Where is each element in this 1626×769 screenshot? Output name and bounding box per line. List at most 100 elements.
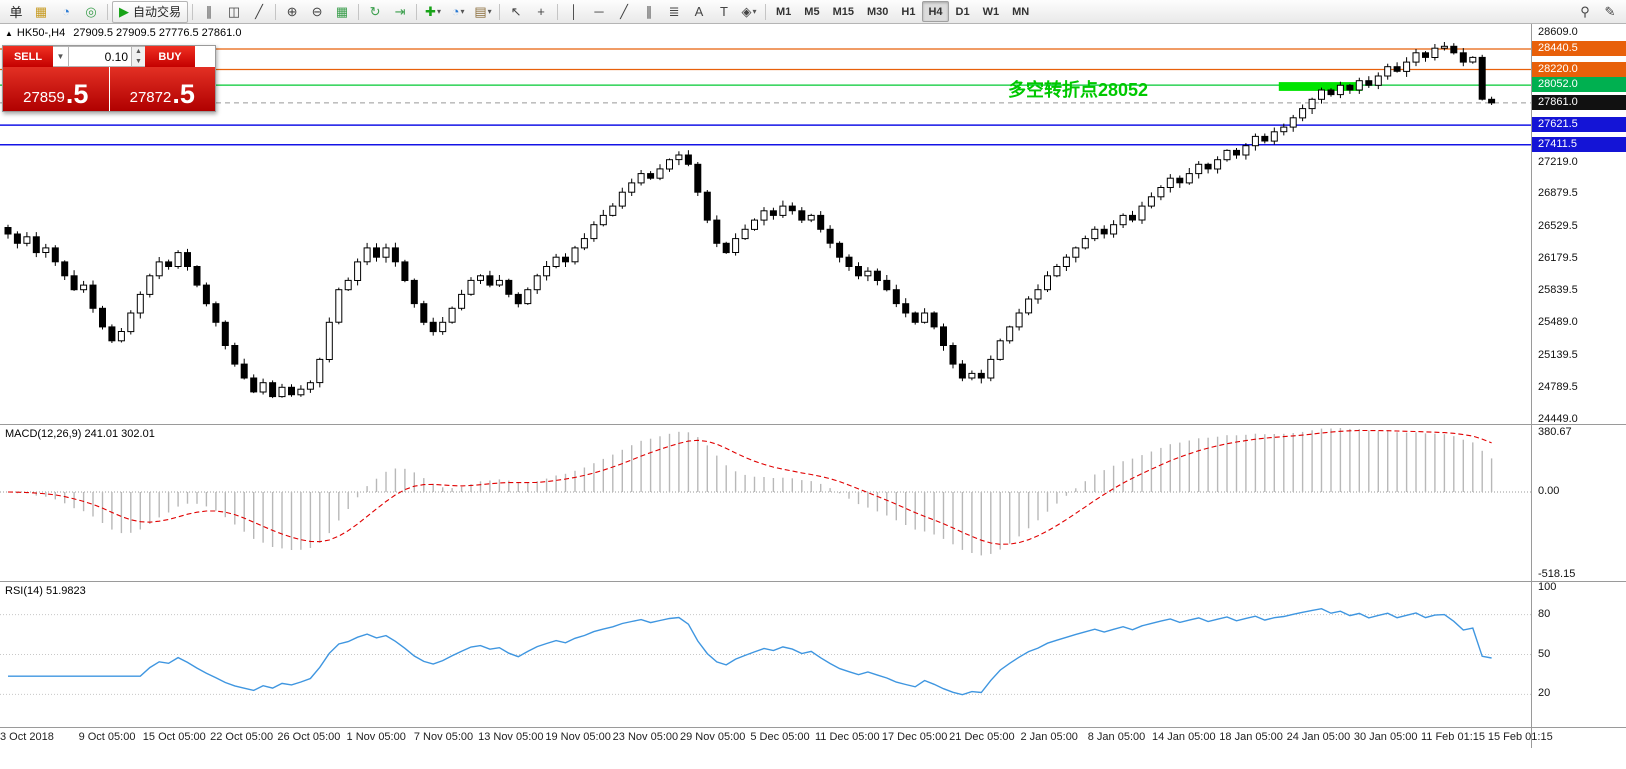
timeframe-m5[interactable]: M5 [804, 5, 820, 18]
toolbar-separator [107, 3, 108, 20]
price-scale[interactable]: 28609.0 27219.0 26879.5 26529.5 26179.5 25839… [1531, 24, 1626, 748]
toolbar-separator [416, 3, 418, 20]
price-scale-main[interactable]: 28609.0 27219.0 26879.5 26529.5 26179.5 25839… [1532, 24, 1626, 425]
zoom-in-icon[interactable]: ⊕ [286, 3, 298, 19]
time-label: 3 Oct 2018 [0, 731, 54, 743]
rsi-chart[interactable] [0, 582, 1531, 727]
edit-icon[interactable]: ✎ [1604, 3, 1616, 19]
time-label: 18 Jan 05:00 [1219, 731, 1283, 743]
time-axis[interactable]: 3 Oct 2018 9 Oct 05:00 15 Oct 05:00 22 Oct … [0, 727, 1553, 748]
time-label: 2 Jan 05:00 [1020, 731, 1078, 743]
price-tick: 26179.5 [1538, 252, 1578, 265]
time-label: 5 Dec 05:00 [750, 731, 810, 743]
sell-price[interactable]: 27859.5 [3, 67, 109, 111]
search-icon[interactable]: ⚲ [1580, 3, 1590, 19]
charts-profile-icon[interactable]: ▦ [34, 3, 48, 19]
new-order-icon[interactable]: 单 [9, 5, 23, 20]
toolbar-separator [358, 3, 360, 20]
fibonacci-icon[interactable]: ≣ [668, 3, 680, 19]
time-label: 21 Dec 05:00 [949, 731, 1015, 743]
timeframe-w1[interactable]: W1 [982, 5, 1000, 18]
time-label: 14 Jan 05:00 [1151, 731, 1216, 743]
macd-scale[interactable]: 380.67 0.00 -518.15 [1532, 424, 1626, 581]
rsi-name: RSI(14) [5, 585, 43, 597]
price-chart-pane[interactable]: ▲ HK50-,H4 27909.5 27909.5 27776.5 27861.0… [0, 24, 1531, 424]
macd-tick: 0.00 [1538, 484, 1560, 497]
rsi-current-value: 51.9823 [45, 585, 86, 597]
macd-pane[interactable]: MACD(12,26,9) 241.01 302.01 [0, 424, 1531, 581]
sell-price-big: .5 [65, 79, 89, 109]
chart-window: ▲ HK50-,H4 27909.5 27909.5 27776.5 27861.0… [0, 24, 1626, 748]
text-icon[interactable]: A [694, 4, 704, 19]
timeframe-d1[interactable]: D1 [955, 5, 970, 18]
price-tag: 27861.0 [1532, 94, 1626, 110]
price-tick: 28609.0 [1538, 26, 1578, 39]
rsi-tick: 80 [1538, 607, 1551, 620]
rsi-tick: 100 [1538, 581, 1557, 593]
rsi-tick: 20 [1538, 687, 1551, 700]
macd-tick: -518.15 [1538, 568, 1576, 580]
time-label: 29 Nov 05:00 [679, 731, 746, 743]
time-label: 15 Oct 05:00 [142, 731, 206, 743]
text-label-icon[interactable]: T [720, 4, 728, 19]
timeframe-h4[interactable]: H4 [922, 1, 949, 22]
templates-icon[interactable]: ▤ ▾ [474, 3, 492, 19]
time-label: 17 Dec 05:00 [881, 731, 948, 743]
cursor-icon[interactable]: ↖ [510, 3, 522, 19]
timeframe-m30[interactable]: M30 [866, 5, 889, 18]
toolbar-separator [192, 3, 194, 20]
macd-histogram [16, 428, 1493, 556]
horizontal-line-icon[interactable]: ─ [594, 4, 604, 19]
shapes-icon[interactable]: ◈ ▾ [741, 3, 757, 19]
time-label: 15 Feb 01:15 [1487, 731, 1553, 743]
candlestick-chart-icon[interactable]: ◫ [227, 3, 241, 19]
line-chart-icon[interactable]: ╱ [255, 3, 263, 19]
chart-title: ▲ HK50-,H4 27909.5 27909.5 27776.5 27861.0 [5, 27, 241, 39]
time-label: 11 Dec 05:00 [814, 731, 880, 743]
price-tag: 28052.0 [1532, 77, 1626, 93]
bars-chart-icon[interactable]: ∥ [205, 3, 213, 19]
auto-scroll-icon[interactable]: ↻ [369, 3, 381, 19]
timeframe-h1[interactable]: H1 [901, 5, 916, 18]
rsi-label: RSI(14) 51.9823 [5, 585, 86, 597]
volume-down-icon[interactable]: ▼ [132, 56, 145, 66]
buy-button[interactable]: BUY [145, 46, 195, 67]
market-watch-icon[interactable]: ◔ [62, 4, 70, 19]
periods-icon[interactable]: ◔ ▾ [451, 4, 465, 19]
crosshair-icon[interactable]: + [537, 4, 545, 19]
toolbar-separator [275, 3, 277, 20]
timeframe-mn[interactable]: MN [1012, 5, 1030, 18]
rsi-scale[interactable]: 100 80 50 20 [1532, 581, 1626, 727]
price-tick: 25489.0 [1538, 316, 1578, 329]
macd-tick: 380.67 [1538, 426, 1572, 438]
macd-chart[interactable] [0, 425, 1531, 581]
zoom-out-icon[interactable]: ⊖ [311, 3, 323, 19]
indicators-icon[interactable]: ✚ ▾ [425, 3, 441, 19]
navigator-icon[interactable]: ◎ [85, 3, 97, 19]
timeframe-m1[interactable]: M1 [776, 5, 792, 18]
time-label: 19 Nov 05:00 [545, 731, 611, 743]
collapse-trade-panel-icon[interactable]: ▲ [5, 29, 13, 38]
chart-ohlc-values: 27909.5 27909.5 27776.5 27861.0 [73, 27, 242, 39]
macd-signal-line [7, 429, 1492, 545]
chart-shift-icon[interactable]: ⇥ [394, 3, 406, 19]
vertical-line-icon[interactable]: │ [569, 4, 579, 19]
rsi-pane[interactable]: RSI(14) 51.9823 [0, 581, 1531, 727]
highlight-rect[interactable] [1278, 82, 1363, 91]
timeframe-m15[interactable]: M15 [832, 5, 854, 18]
candlestick-chart[interactable] [0, 24, 1531, 424]
equidistant-channel-icon[interactable]: ∥ [645, 3, 653, 19]
sell-button[interactable]: SELL [3, 46, 53, 67]
tile-windows-icon[interactable]: ▦ [335, 3, 349, 19]
time-label: 13 Nov 05:00 [478, 731, 544, 743]
autotrading-button[interactable]: ▶ 自动交易 [112, 0, 189, 23]
time-label: 8 Jan 05:00 [1087, 731, 1146, 743]
price-tick: 26529.5 [1538, 219, 1578, 232]
volume-dropdown-icon[interactable]: ▼ [53, 46, 69, 67]
toolbar: 单 ▦ ◔ ◎ ▶ 自动交易 ∥ ◫ ╱ ⊕ ⊖ ▦ ↻ ⇥ ✚ ▾ ◔ ▾ ▤ ▾ ↖ + │ ─ ╱ ∥ ≣ A T ◈ ▾ M1 M5 M1… [0, 0, 1626, 24]
buy-price[interactable]: 27872.5 [109, 67, 215, 111]
volume-up-icon[interactable]: ▲ [132, 47, 145, 57]
volume-input[interactable] [69, 46, 132, 67]
buy-price-big: .5 [172, 79, 195, 109]
trendline-icon[interactable]: ╱ [620, 3, 628, 19]
